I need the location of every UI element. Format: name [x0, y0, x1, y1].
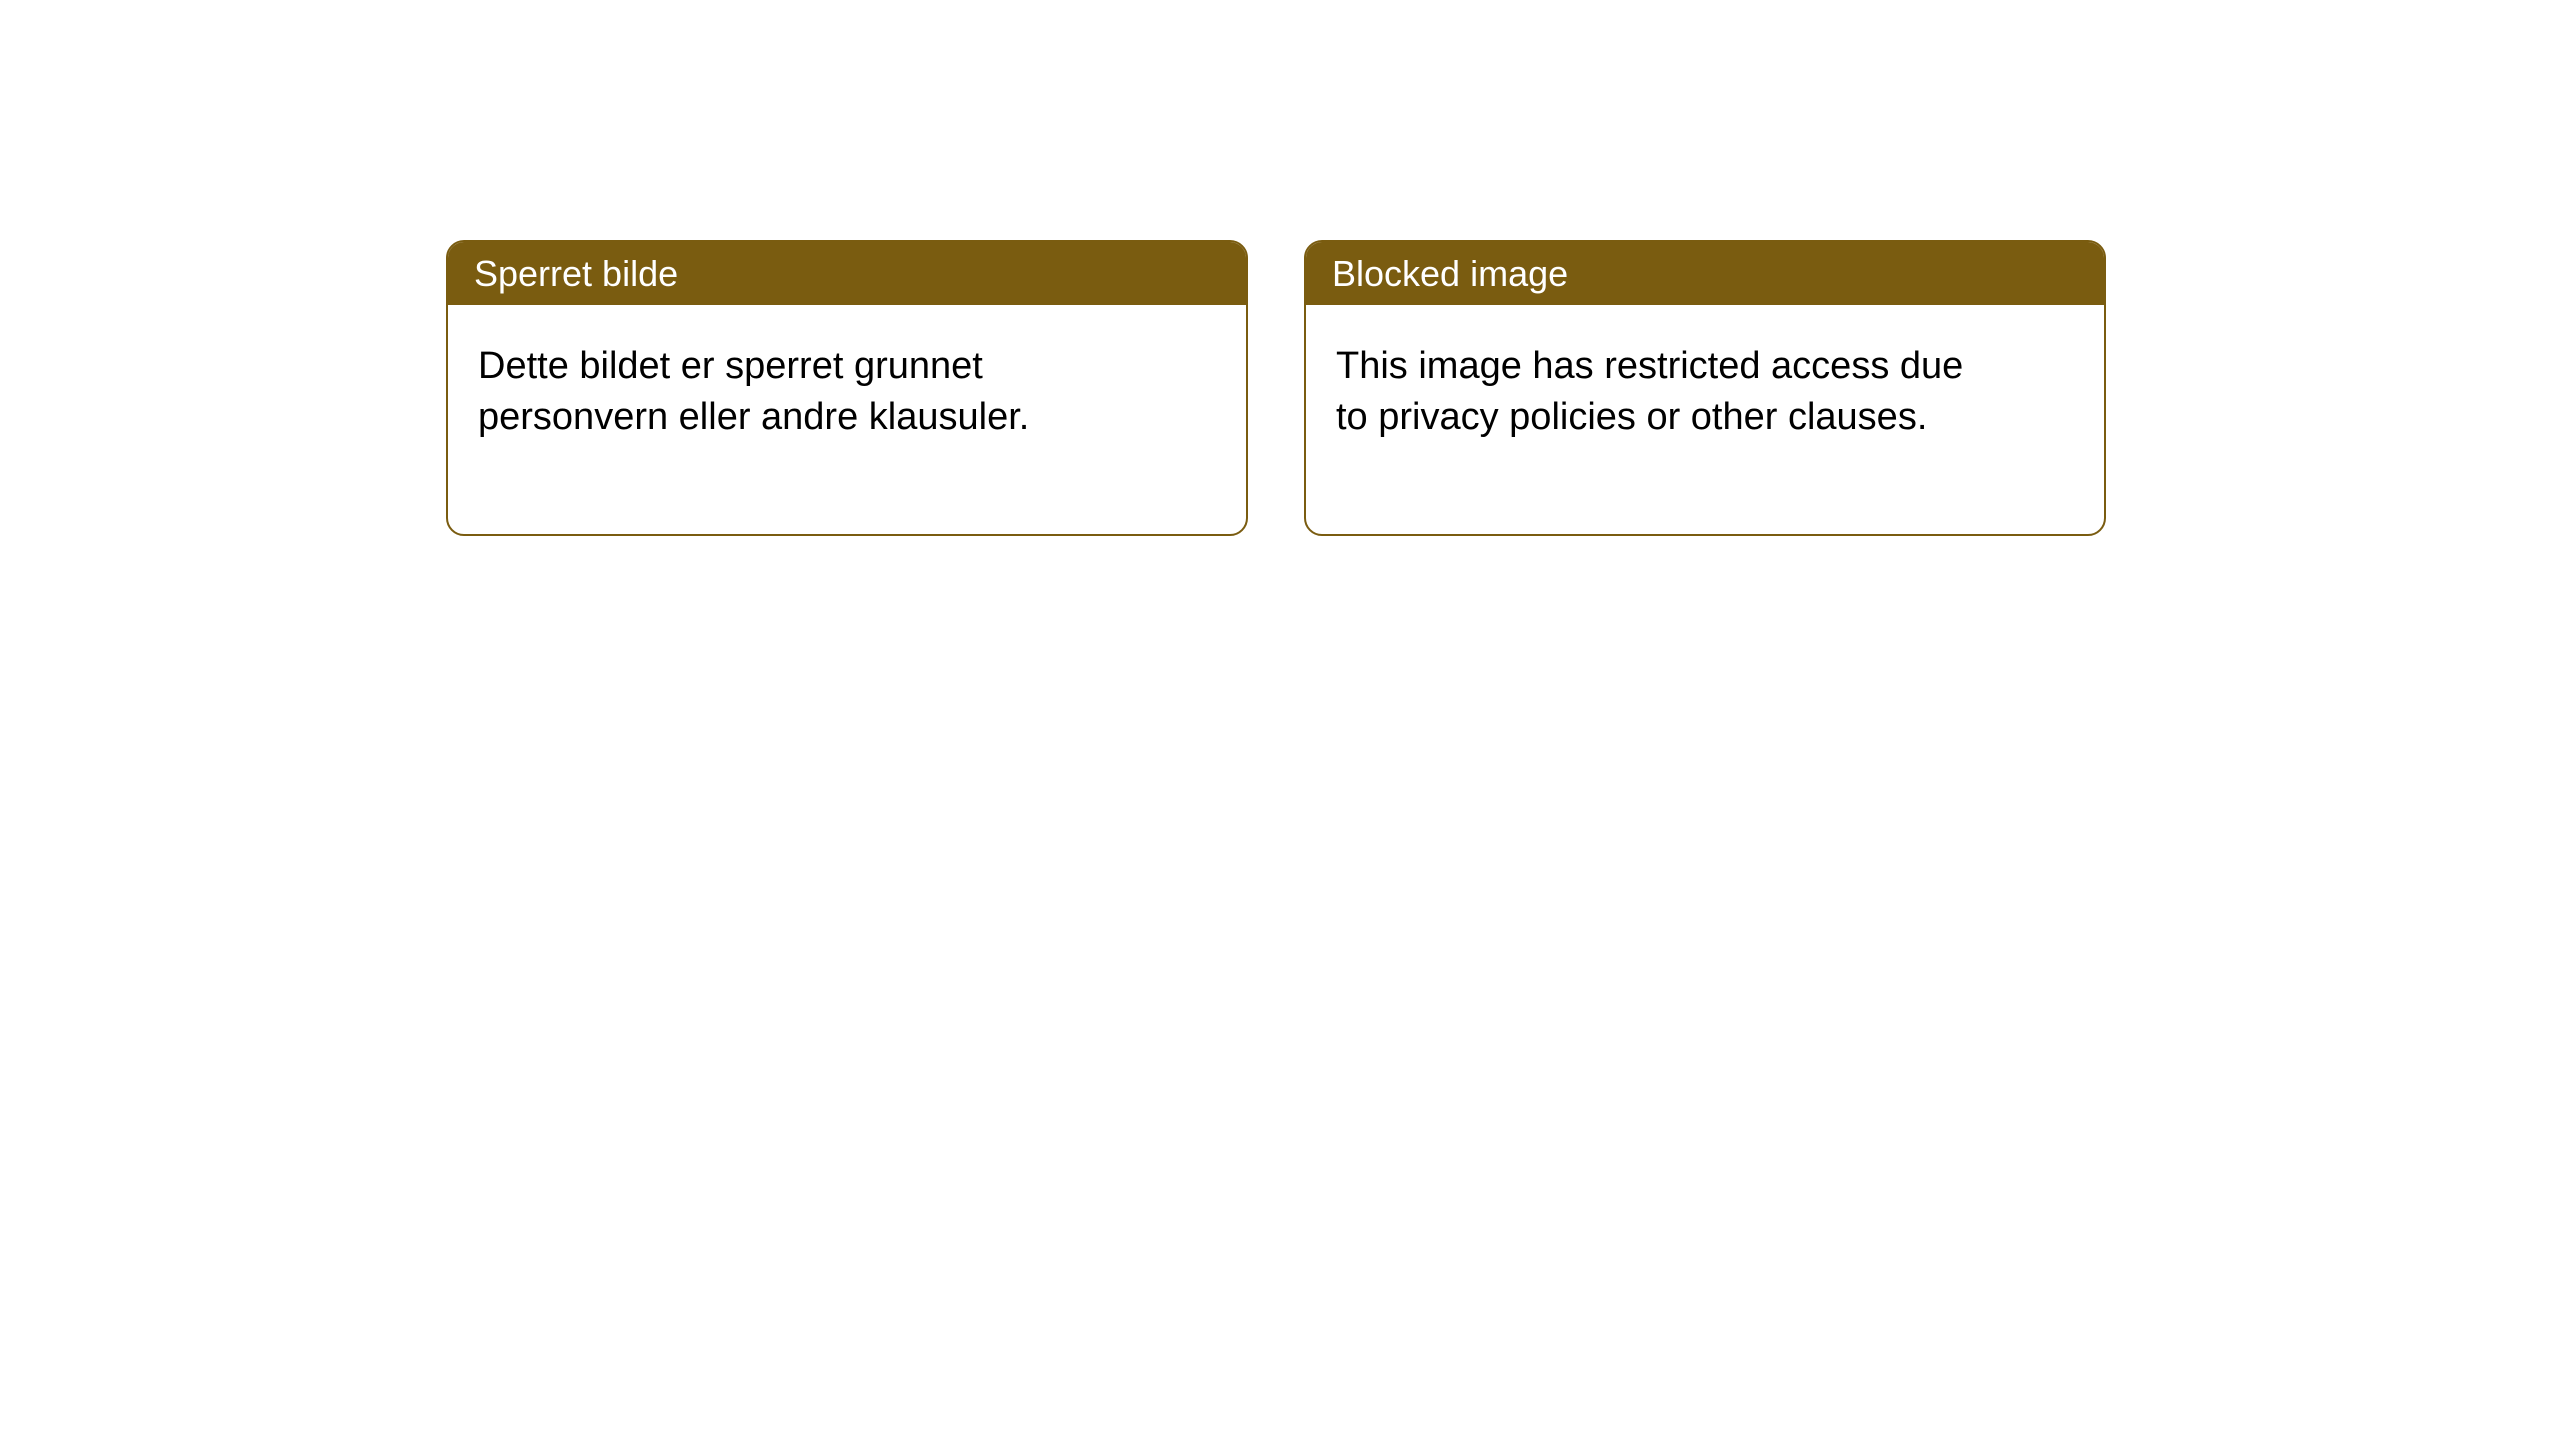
notice-header-english: Blocked image [1306, 242, 2104, 305]
notice-card-norwegian: Sperret bilde Dette bildet er sperret gr… [446, 240, 1248, 536]
notice-body-norwegian: Dette bildet er sperret grunnet personve… [448, 305, 1148, 534]
notice-header-norwegian: Sperret bilde [448, 242, 1246, 305]
notice-body-english: This image has restricted access due to … [1306, 305, 2006, 534]
notice-card-english: Blocked image This image has restricted … [1304, 240, 2106, 536]
notice-container: Sperret bilde Dette bildet er sperret gr… [0, 0, 2560, 536]
